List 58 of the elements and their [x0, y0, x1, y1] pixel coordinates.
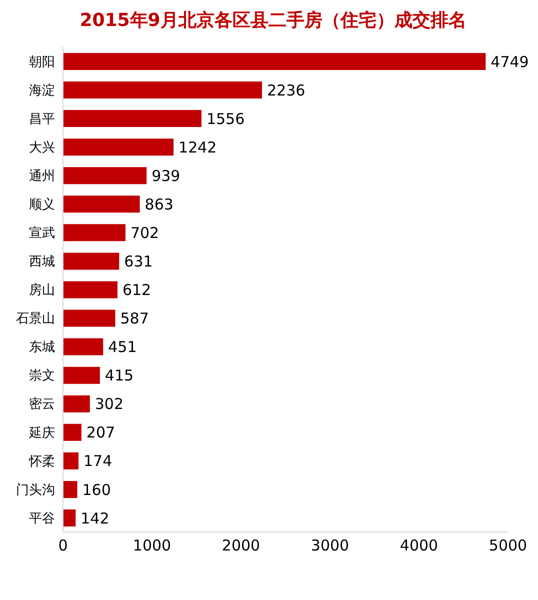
- y-tick-label: 西城: [29, 254, 55, 270]
- y-tick-label: 东城: [29, 340, 55, 356]
- y-tick-label: 房山: [29, 282, 55, 298]
- y-tick-label: 海淀: [29, 83, 55, 98]
- bar: [63, 167, 147, 184]
- bar: [63, 53, 486, 70]
- y-tick-label: 朝阳: [29, 54, 55, 70]
- y-tick-label: 密云: [29, 397, 55, 412]
- data-label: 863: [144, 195, 174, 214]
- bar: [63, 310, 116, 327]
- bar: [63, 366, 100, 384]
- bar: [63, 281, 118, 298]
- y-tick-label: 延庆: [28, 426, 55, 441]
- y-tick-label: 崇文: [29, 368, 55, 384]
- data-label: 2236: [267, 81, 306, 100]
- data-label: 160: [82, 480, 111, 499]
- data-label: 451: [108, 338, 137, 356]
- x-tick-label: 2000: [222, 536, 260, 555]
- y-tick-label: 顺义: [29, 198, 55, 213]
- y-tick-label: 宣武: [29, 225, 55, 242]
- bar: [63, 509, 76, 526]
- y-tick-label: 通州: [29, 168, 55, 184]
- x-tick-label: 1000: [132, 536, 172, 555]
- data-label: 4749: [490, 52, 529, 71]
- x-tick-label: 5000: [488, 536, 528, 555]
- data-label: 1556: [206, 110, 245, 128]
- chart-title: 2015年9月北京各区县二手房（住宅）成交排名: [78, 9, 468, 32]
- x-tick-label: 0: [58, 536, 68, 555]
- bar: [63, 338, 104, 356]
- bar: [63, 424, 82, 441]
- bar: [63, 252, 120, 270]
- bar: [63, 480, 78, 498]
- bar: [63, 196, 140, 213]
- y-tick-label: 门头沟: [16, 482, 55, 498]
- data-label: 415: [104, 366, 134, 385]
- data-label: 142: [80, 509, 110, 528]
- data-label: 1242: [178, 138, 217, 156]
- bar: [63, 110, 202, 128]
- data-label: 612: [122, 281, 152, 300]
- data-label: 939: [152, 166, 180, 185]
- data-label: 587: [120, 310, 149, 328]
- y-tick-label: 昌平: [29, 112, 55, 127]
- y-tick-label: 平谷: [29, 511, 55, 526]
- data-label: 207: [86, 424, 116, 442]
- data-label: 702: [130, 224, 160, 242]
- bar: [63, 82, 262, 99]
- y-tick-label: 怀柔: [28, 454, 55, 470]
- bar: [63, 138, 174, 156]
- bar: [63, 224, 126, 242]
- y-tick-label: 石景山: [16, 312, 55, 327]
- data-label: 631: [124, 252, 153, 271]
- data-label: 174: [83, 452, 112, 470]
- x-tick-label: 3000: [310, 536, 350, 555]
- bar: [63, 395, 90, 412]
- data-label: 302: [94, 395, 124, 414]
- x-tick-label: 4000: [400, 536, 438, 555]
- bar: [63, 452, 78, 470]
- y-tick-label: 大兴: [29, 140, 55, 156]
